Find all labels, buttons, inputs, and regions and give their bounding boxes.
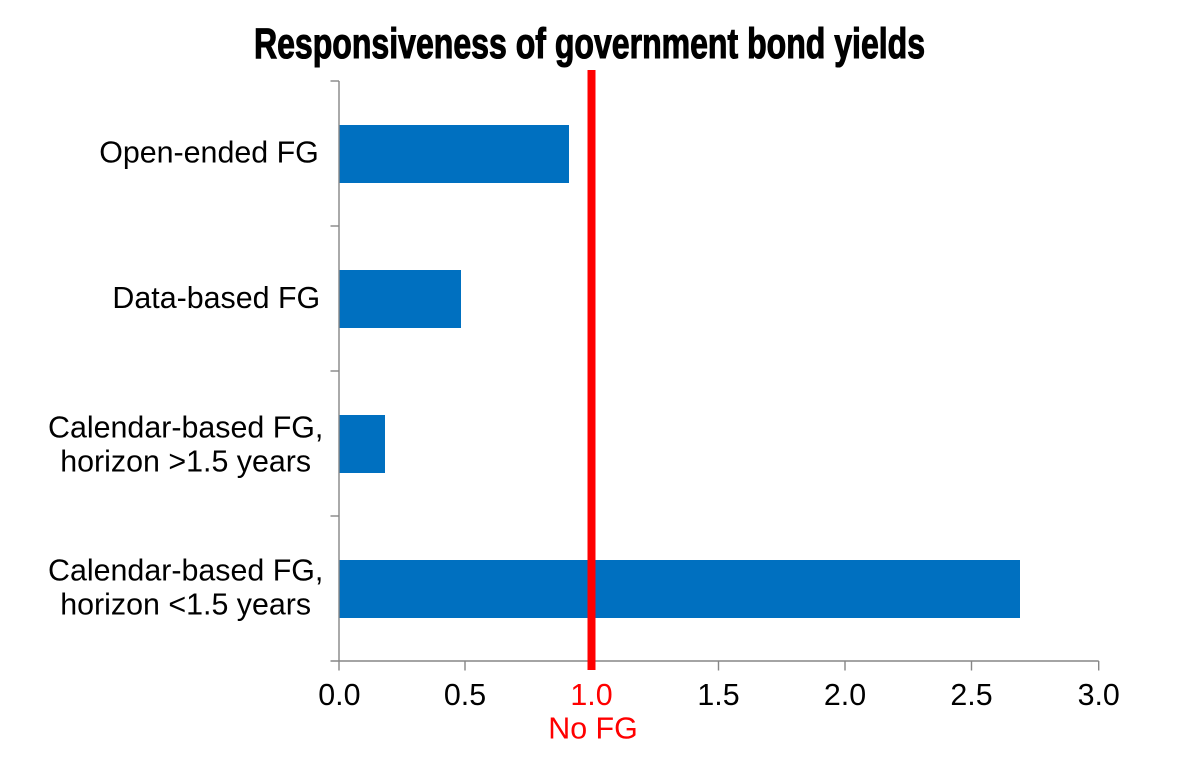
svg-text:Open-ended FG: Open-ended FG xyxy=(99,136,319,170)
svg-text:1.5: 1.5 xyxy=(697,678,739,712)
svg-text:Calendar-based FG,: Calendar-based FG, xyxy=(48,411,323,445)
svg-text:2.0: 2.0 xyxy=(824,678,866,712)
svg-text:Responsiveness of government b: Responsiveness of government bond yields xyxy=(254,21,925,69)
svg-text:0.5: 0.5 xyxy=(444,678,486,712)
svg-text:horizon <1.5 years: horizon <1.5 years xyxy=(60,588,311,622)
svg-text:Calendar-based FG,: Calendar-based FG, xyxy=(48,554,323,588)
svg-text:1.0: 1.0 xyxy=(570,678,612,712)
svg-text:3.0: 3.0 xyxy=(1078,678,1120,712)
svg-text:2.5: 2.5 xyxy=(950,678,992,712)
svg-text:Data-based FG: Data-based FG xyxy=(112,281,320,315)
svg-text:No FG: No FG xyxy=(548,712,638,746)
svg-text:horizon >1.5 years: horizon >1.5 years xyxy=(60,445,311,479)
svg-text:0.0: 0.0 xyxy=(318,678,360,712)
